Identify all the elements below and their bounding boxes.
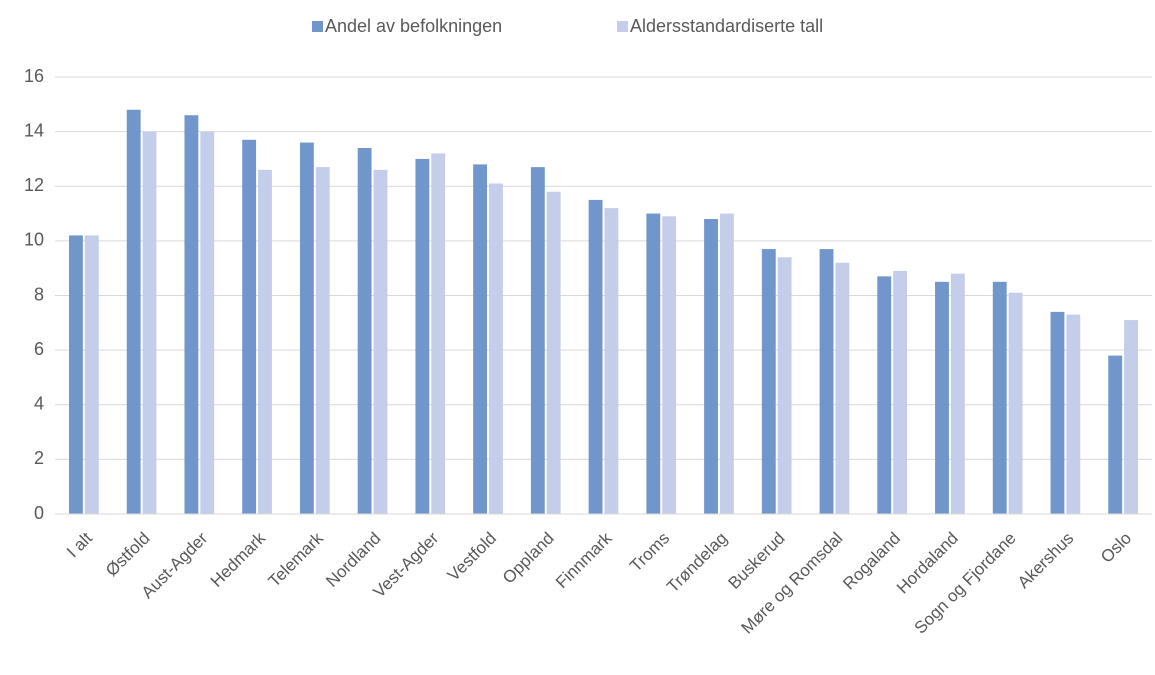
bar [431, 153, 446, 514]
x-tick-label: Vestfold [444, 529, 500, 585]
bar [646, 213, 661, 514]
legend-marker [617, 21, 628, 32]
bar [819, 249, 834, 514]
y-tick-label: 0 [34, 503, 44, 523]
bar [604, 208, 619, 514]
y-tick-label: 6 [34, 339, 44, 359]
y-tick-label: 4 [34, 394, 44, 414]
x-tick-label: Telemark [265, 528, 328, 591]
x-tick-label: Finnmark [552, 528, 616, 592]
bar [184, 115, 199, 515]
x-tick-label: Oslo [1097, 529, 1135, 567]
x-tick-label: Sogn og Fjordane [911, 529, 1020, 638]
y-tick-label: 16 [24, 66, 44, 86]
bar [299, 142, 314, 515]
bar [530, 167, 545, 514]
y-tick-label: 14 [24, 120, 44, 140]
y-tick-label: 12 [24, 175, 44, 195]
bar [1050, 311, 1065, 514]
x-tick-label: Hedmark [207, 528, 270, 591]
bar [992, 281, 1007, 514]
bar [662, 216, 677, 514]
bar [357, 148, 372, 514]
x-tick-label: Oppland [499, 529, 558, 588]
x-tick-label: Troms [626, 529, 673, 576]
bar [877, 276, 892, 514]
x-tick-label: I alt [63, 528, 96, 561]
bar [84, 235, 99, 514]
bar [200, 131, 215, 514]
bar [719, 213, 734, 514]
y-tick-label: 10 [24, 230, 44, 250]
bar [835, 262, 850, 514]
bar [69, 235, 83, 514]
x-tick-label: Østfold [102, 529, 154, 581]
x-tick-label: Akershus [1014, 529, 1078, 593]
bar [935, 281, 949, 514]
bar [1066, 314, 1081, 514]
bar [415, 158, 430, 514]
legend-label: Aldersstandardiserte tall [630, 16, 823, 36]
bar [950, 273, 965, 514]
bar [242, 139, 257, 514]
bar [704, 219, 718, 514]
bar [1008, 292, 1023, 514]
bar [315, 167, 330, 514]
bar [777, 257, 792, 514]
y-tick-label: 8 [34, 284, 44, 304]
bar [1124, 320, 1138, 514]
bar [126, 109, 141, 515]
y-tick-label: 2 [34, 448, 44, 468]
bar [761, 249, 776, 514]
bar [258, 169, 272, 515]
legend-marker [312, 21, 323, 32]
bar [546, 191, 561, 514]
x-tick-label: Trøndelag [663, 529, 731, 597]
bar [489, 183, 503, 515]
bar [373, 169, 388, 515]
x-tick-label: Møre og Romsdal [737, 529, 846, 638]
legend-label: Andel av befolkningen [325, 16, 502, 36]
bar [1108, 355, 1123, 514]
bar [893, 270, 908, 514]
bar [588, 199, 603, 514]
bar [473, 164, 488, 514]
bar [142, 131, 157, 514]
